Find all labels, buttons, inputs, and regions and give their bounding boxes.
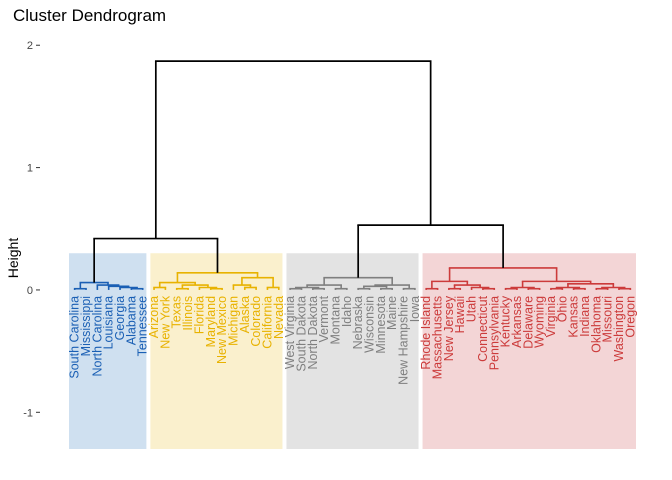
cluster-rect xyxy=(422,253,636,449)
leaf-label-new-york: New York xyxy=(158,295,172,349)
y-tick-label: -1 xyxy=(23,407,33,419)
leaf-label-utah: Utah xyxy=(465,296,479,322)
leaf-label-ohio: Ohio xyxy=(555,296,569,322)
leaf-label-louisiana: Louisiana xyxy=(102,296,116,350)
leaf-label-south-dakota: South Dakota xyxy=(295,296,309,372)
leaf-label-connecticut: Connecticut xyxy=(476,295,490,362)
leaf-label-wisconsin: Wisconsin xyxy=(363,296,377,353)
leaf-label-arkansas: Arkansas xyxy=(510,296,524,348)
y-tick-label: 0 xyxy=(27,285,33,297)
y-axis-label: Height xyxy=(5,238,21,279)
leaf-label-nevada: Nevada xyxy=(272,296,286,339)
leaf-label-oklahoma: Oklahoma xyxy=(589,296,603,353)
leaf-label-oregon: Oregon xyxy=(623,296,637,338)
leaf-label-kansas: Kansas xyxy=(567,296,581,338)
leaf-label-alaska: Alaska xyxy=(238,296,252,334)
leaf-label-arizona: Arizona xyxy=(147,296,161,338)
leaf-label-iowa: Iowa xyxy=(408,296,422,322)
leaf-label-nebraska: Nebraska xyxy=(351,296,365,350)
leaf-label-rhode-island: Rhode Island xyxy=(419,296,433,370)
leaf-label-missouri: Missouri xyxy=(601,296,615,343)
leaf-label-new-mexico: New Mexico xyxy=(215,296,229,364)
leaf-label-wyoming: Wyoming xyxy=(533,296,547,348)
cluster-rect xyxy=(286,253,419,449)
leaf-label-massachusetts: Massachusetts xyxy=(431,296,445,379)
leaf-label-maryland: Maryland xyxy=(204,296,218,347)
leaf-label-vermont: Vermont xyxy=(317,295,331,342)
leaf-label-idaho: Idaho xyxy=(340,296,354,327)
leaf-label-indiana: Indiana xyxy=(578,296,592,337)
leaf-label-pennsylvania: Pennsylvania xyxy=(487,296,501,370)
leaf-label-montana: Montana xyxy=(329,296,343,345)
leaf-label-west-virginia: West Virginia xyxy=(283,296,297,369)
leaf-label-tennessee: Tennessee xyxy=(136,296,150,357)
cluster-rect xyxy=(69,253,147,449)
leaf-label-maine: Maine xyxy=(385,296,399,330)
chart-title: Cluster Dendrogram xyxy=(13,6,166,25)
leaf-label-washington: Washington xyxy=(612,296,626,362)
leaf-label-michigan: Michigan xyxy=(226,296,240,346)
leaf-label-alabama: Alabama xyxy=(124,296,138,345)
leaf-label-california: California xyxy=(260,296,274,349)
cluster-rect xyxy=(150,253,283,449)
leaf-label-hawaii: Hawaii xyxy=(453,296,467,334)
leaf-label-north-dakota: North Dakota xyxy=(306,296,320,370)
leaf-label-georgia: Georgia xyxy=(113,296,127,341)
y-tick-label: 1 xyxy=(27,163,33,175)
leaf-label-minnesota: Minnesota xyxy=(374,296,388,354)
leaf-label-delaware: Delaware xyxy=(521,296,535,349)
leaf-label-south-carolina: South Carolina xyxy=(68,296,82,379)
y-axis: 2 1 0 -1 xyxy=(23,40,40,419)
leaf-label-mississippi: Mississippi xyxy=(79,296,93,356)
leaf-label-new-jersey: New Jersey xyxy=(442,295,456,361)
dendrogram-links xyxy=(73,60,632,290)
leaf-label-colorado: Colorado xyxy=(249,296,263,347)
leaf-label-florida: Florida xyxy=(192,296,206,334)
cluster-rectangles xyxy=(69,253,636,449)
y-tick-label: 2 xyxy=(27,40,33,52)
leaf-label-virginia: Virginia xyxy=(544,296,558,338)
leaf-label-kentucky: Kentucky xyxy=(499,295,513,347)
leaf-label-new-hampshire: New Hampshire xyxy=(397,296,411,385)
leaf-label-north-carolina: North Carolina xyxy=(90,296,104,377)
leaf-label-texas: Texas xyxy=(170,296,184,329)
leaf-label-illinois: Illinois xyxy=(181,296,195,331)
